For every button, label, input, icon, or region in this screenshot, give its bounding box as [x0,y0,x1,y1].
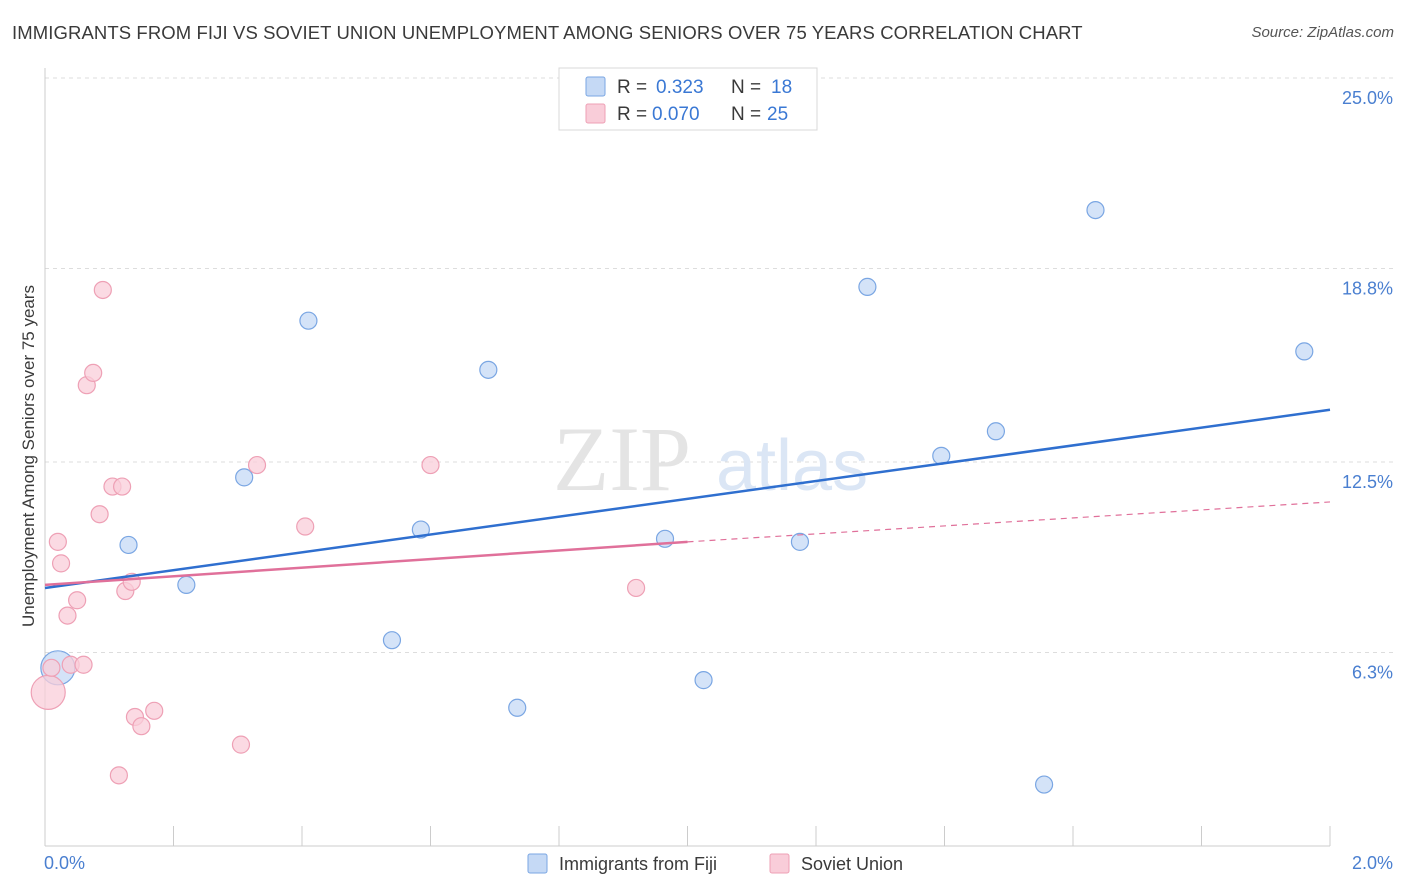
x-tick-label-min: 0.0% [44,853,85,873]
legend-fiji-r-label: R = [617,77,647,98]
point-soviet [48,532,67,551]
point-soviet [132,717,151,736]
bottom-legend-label-fiji: Immigrants from Fiji [559,854,717,874]
point-soviet [626,578,646,598]
legend-fiji-n-value: 18 [771,77,792,98]
bottom-legend-swatch-fiji [527,853,548,874]
series-legend: Immigrants from Fiji Soviet Union [527,853,903,874]
point-fiji [1086,200,1105,220]
bottom-legend-swatch-soviet [769,853,790,874]
legend-soviet-n-value: 25 [767,104,788,125]
point-soviet [109,766,128,785]
point-soviet [84,363,103,383]
correlation-legend: R = 0.323 N = 18 R = 0.070 N = 25 [558,67,818,131]
point-fiji [858,277,877,296]
point-soviet [421,455,440,475]
trend-line-fiji [44,408,1331,590]
bottom-legend-label-soviet: Soviet Union [801,854,903,874]
legend-swatch-soviet [585,103,606,124]
point-fiji [790,532,810,551]
y-axis-label: Unemployment Among Seniors over 75 years [19,285,38,627]
point-soviet [145,701,164,720]
point-fiji [411,520,430,539]
y-tick-label: 12.5% [1342,472,1393,492]
trend-line-soviet [44,540,688,587]
point-fiji [479,360,498,379]
watermark-zip: ZIP [553,408,691,510]
point-soviet [90,505,109,524]
point-soviet [74,655,93,674]
legend-soviet-n-label: N = [731,104,761,125]
y-tick-label: 6.3% [1352,662,1393,682]
point-soviet [231,735,251,754]
point-soviet [296,517,315,536]
legend-soviet-r-value: 0.070 [652,104,700,125]
y-tick-label: 25.0% [1342,88,1393,108]
source-label: Source: ZipAtlas.com [1251,24,1394,41]
point-soviet [42,658,61,677]
point-fiji [235,468,254,487]
point-soviet [68,591,87,610]
point-fiji [299,311,318,330]
y-tick-labels: 6.3% 12.5% 18.8% 25.0% [1342,88,1393,682]
watermark-atlas: atlas [716,426,868,506]
point-soviet [247,455,267,475]
x-axis-ticks [173,826,1331,846]
y-tick-label: 18.8% [1342,278,1393,298]
trend-lines [44,408,1331,590]
legend-soviet-r-label: R = [617,104,647,125]
chart-title: IMMIGRANTS FROM FIJI VS SOVIET UNION UNE… [12,22,1083,43]
point-fiji [119,535,138,555]
point-fiji [1295,342,1314,361]
point-fiji [1034,775,1054,794]
point-fiji [508,698,527,717]
point-soviet [51,554,71,573]
point-fiji [986,422,1006,441]
point-soviet [93,280,112,300]
point-fiji [694,671,713,690]
trend-line-soviet-extension [687,501,1331,543]
x-tick-label-max: 2.0% [1352,853,1393,873]
point-soviet [58,606,77,625]
data-points [30,200,1314,794]
legend-fiji-n-label: N = [731,77,761,98]
point-soviet [30,674,66,711]
point-fiji [382,631,402,650]
point-soviet [112,477,132,496]
gridlines [45,77,1393,653]
legend-fiji-r-value: 0.323 [656,77,704,98]
point-fiji [177,575,196,594]
legend-swatch-fiji [585,76,606,97]
